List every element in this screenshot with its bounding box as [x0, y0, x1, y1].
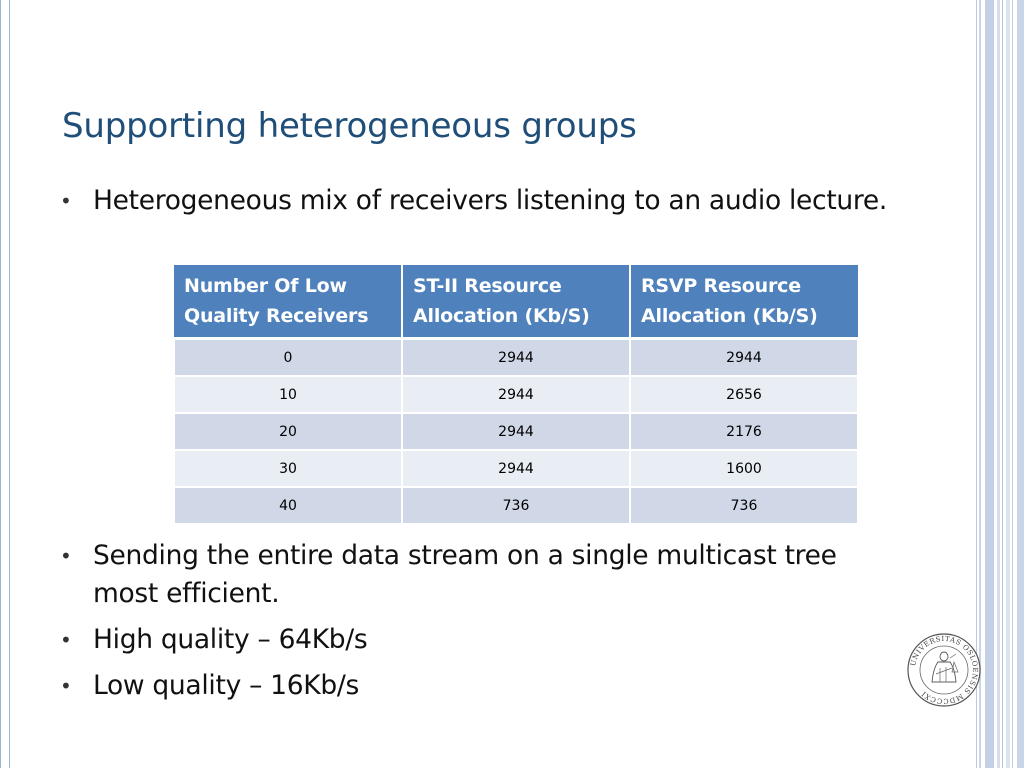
table-row: 0 2944 2944	[173, 337, 859, 377]
university-seal-logo: UNIVERSITAS OSLOENSIS MDCCCXI	[906, 632, 982, 708]
allocation-table: Number Of Low Quality Receivers ST-II Re…	[173, 265, 859, 525]
university-seal-icon: UNIVERSITAS OSLOENSIS MDCCCXI	[907, 633, 981, 707]
cell-rsvp: 2944	[629, 337, 859, 377]
cell-st2: 2944	[401, 375, 631, 414]
bullet-text: Low quality – 16Kb/s	[93, 670, 360, 701]
cell-receivers: 40	[173, 486, 403, 525]
table-row: 40 736 736	[173, 486, 859, 525]
bullet-text: Sending the entire data stream on a sing…	[93, 540, 837, 609]
bullet-list-bottom: • Sending the entire data stream on a si…	[60, 537, 900, 713]
cell-receivers: 10	[173, 375, 403, 414]
header-low-quality-receivers: Number Of Low Quality Receivers	[174, 265, 403, 340]
cell-rsvp: 2656	[629, 375, 859, 414]
cell-st2: 736	[401, 486, 631, 525]
allocation-table-wrapper: Number Of Low Quality Receivers ST-II Re…	[173, 265, 859, 525]
left-frame-border	[0, 0, 10, 768]
cell-rsvp: 1600	[629, 449, 859, 488]
header-st2-allocation: ST-II Resource Allocation (Kb/S)	[402, 265, 631, 340]
header-rsvp-allocation: RSVP Resource Allocation (Kb/S)	[630, 265, 858, 340]
bullet-item: • Sending the entire data stream on a si…	[60, 537, 900, 613]
bullet-item: • Heterogeneous mix of receivers listeni…	[60, 182, 900, 220]
bullet-text: Heterogeneous mix of receivers listening…	[93, 185, 888, 216]
bullet-list-top: • Heterogeneous mix of receivers listeni…	[60, 182, 900, 220]
bullet-item: • High quality – 64Kb/s	[60, 621, 900, 659]
cell-st2: 2944	[401, 412, 631, 451]
table-row: 10 2944 2656	[173, 375, 859, 414]
table-row: 20 2944 2176	[173, 412, 859, 451]
cell-st2: 2944	[401, 337, 631, 377]
table-header-row: Number Of Low Quality Receivers ST-II Re…	[174, 265, 858, 340]
bullet-marker: •	[60, 628, 72, 652]
bullet-text: High quality – 64Kb/s	[93, 624, 368, 655]
bullet-marker: •	[60, 189, 72, 213]
cell-rsvp: 2176	[629, 412, 859, 451]
bullet-marker: •	[60, 674, 72, 698]
cell-rsvp: 736	[629, 486, 859, 525]
bullet-marker: •	[60, 544, 72, 568]
right-frame-border	[976, 0, 1024, 768]
table-row: 30 2944 1600	[173, 449, 859, 488]
cell-receivers: 20	[173, 412, 403, 451]
slide-title: Supporting heterogeneous groups	[62, 106, 637, 146]
bullet-item: • Low quality – 16Kb/s	[60, 667, 900, 705]
cell-st2: 2944	[401, 449, 631, 488]
cell-receivers: 0	[173, 337, 403, 377]
cell-receivers: 30	[173, 449, 403, 488]
